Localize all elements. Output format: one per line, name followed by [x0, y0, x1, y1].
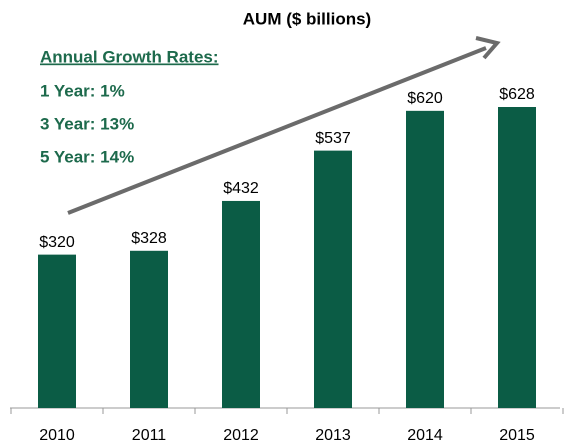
- x-tick-label: 2014: [407, 427, 443, 444]
- x-tick-label: 2012: [223, 427, 259, 444]
- bar: [406, 110, 444, 408]
- annotation-line: 5 Year: 14%: [40, 147, 134, 166]
- bar: [38, 254, 76, 408]
- value-label: $328: [131, 230, 167, 247]
- x-tick-label: 2010: [39, 427, 75, 444]
- x-tick-label: 2015: [499, 427, 535, 444]
- bar: [222, 200, 260, 408]
- value-label: $320: [39, 234, 75, 251]
- bar: [314, 150, 352, 408]
- x-tick-label: 2011: [132, 427, 167, 444]
- value-label: $537: [315, 130, 351, 147]
- annotation-line: 3 Year: 13%: [40, 114, 134, 133]
- bar: [498, 107, 536, 408]
- annotation-line: 1 Year: 1%: [40, 81, 125, 100]
- value-label: $432: [223, 180, 259, 197]
- trend-arrow: [67, 46, 487, 215]
- value-label: $620: [407, 90, 443, 107]
- value-label: $628: [499, 86, 535, 103]
- bar: [130, 250, 168, 408]
- annotation-heading: Annual Growth Rates:: [40, 47, 219, 66]
- x-tick-label: 2013: [315, 427, 351, 444]
- arrow-head: [475, 36, 501, 60]
- chart-title: AUM ($ billions): [243, 9, 371, 28]
